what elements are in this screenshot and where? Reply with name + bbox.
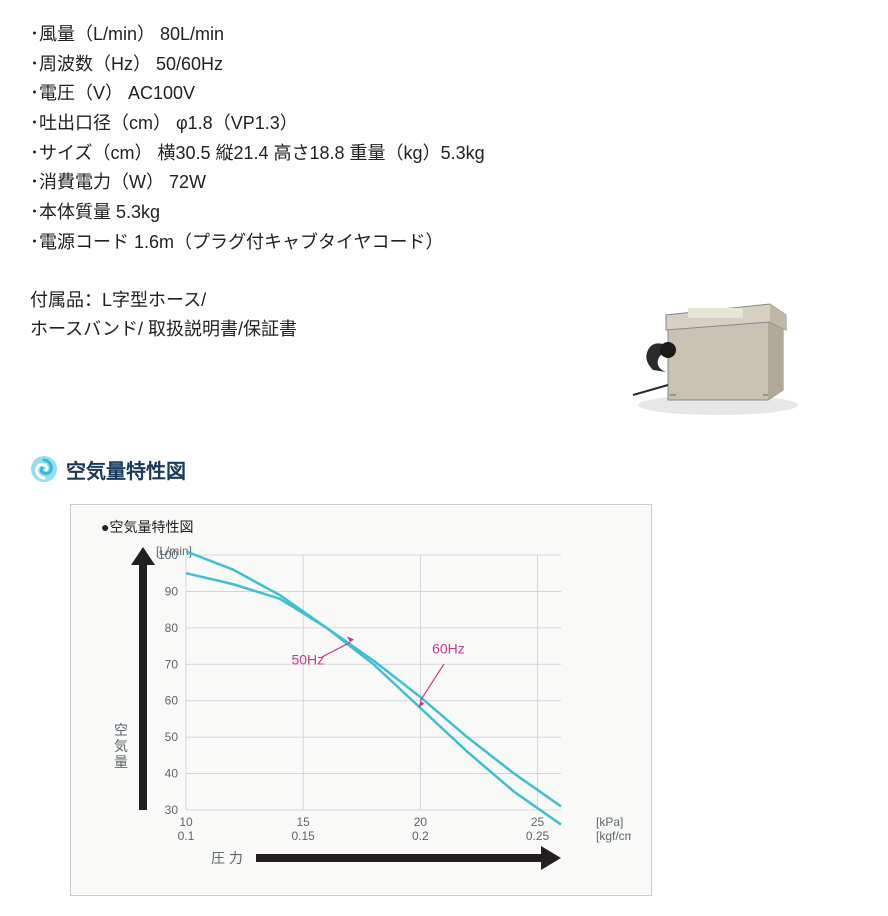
- svg-text:25: 25: [531, 815, 545, 829]
- svg-text:0.15: 0.15: [292, 829, 316, 843]
- svg-text:[kgf/cm²]: [kgf/cm²]: [596, 829, 631, 843]
- svg-text:50Hz: 50Hz: [291, 651, 324, 667]
- svg-text:[kPa]: [kPa]: [596, 815, 623, 829]
- chart-container: ●空気量特性図 30405060708090100100.1150.15200.…: [70, 504, 652, 896]
- spec-item: ･本体質量 5.3kg: [30, 198, 858, 228]
- spec-item: ･風量（L/min） 80L/min: [30, 20, 858, 50]
- svg-text:空気量: 空気量: [113, 722, 129, 770]
- spec-item: ･消費電力（W） 72W: [30, 168, 858, 198]
- svg-text:60: 60: [165, 694, 179, 708]
- product-image: [618, 260, 818, 425]
- chart-svg: 30405060708090100100.1150.15200.2250.25[…: [101, 545, 631, 890]
- svg-text:50: 50: [165, 730, 179, 744]
- svg-text:0.2: 0.2: [412, 829, 429, 843]
- spec-item: ･サイズ（cm） 横30.5 縦21.4 高さ18.8 重量（kg）5.3kg: [30, 139, 858, 169]
- swirl-icon: [30, 455, 58, 483]
- spec-list: ･風量（L/min） 80L/min･周波数（Hz） 50/60Hz･電圧（V）…: [30, 20, 858, 258]
- spec-item: ･周波数（Hz） 50/60Hz: [30, 50, 858, 80]
- svg-text:40: 40: [165, 766, 179, 780]
- svg-text:10: 10: [179, 815, 193, 829]
- chart-title: ●空気量特性図: [101, 517, 193, 537]
- svg-text:15: 15: [297, 815, 311, 829]
- svg-text:80: 80: [165, 621, 179, 635]
- spec-item: ･電圧（V） AC100V: [30, 79, 858, 109]
- spec-item: ･吐出口径（cm） φ1.8（VP1.3）: [30, 109, 858, 139]
- section-title: 空気量特性図: [66, 455, 186, 484]
- svg-text:90: 90: [165, 584, 179, 598]
- section-header: 空気量特性図: [30, 455, 858, 484]
- svg-text:60Hz: 60Hz: [432, 640, 465, 656]
- spec-item: ･電源コード 1.6m（プラグ付キャブタイヤコード）: [30, 228, 858, 258]
- svg-text:20: 20: [414, 815, 428, 829]
- svg-text:0.25: 0.25: [526, 829, 550, 843]
- svg-text:圧 力: 圧 力: [211, 850, 243, 866]
- svg-text:0.1: 0.1: [178, 829, 195, 843]
- svg-text:30: 30: [165, 803, 179, 817]
- svg-text:70: 70: [165, 657, 179, 671]
